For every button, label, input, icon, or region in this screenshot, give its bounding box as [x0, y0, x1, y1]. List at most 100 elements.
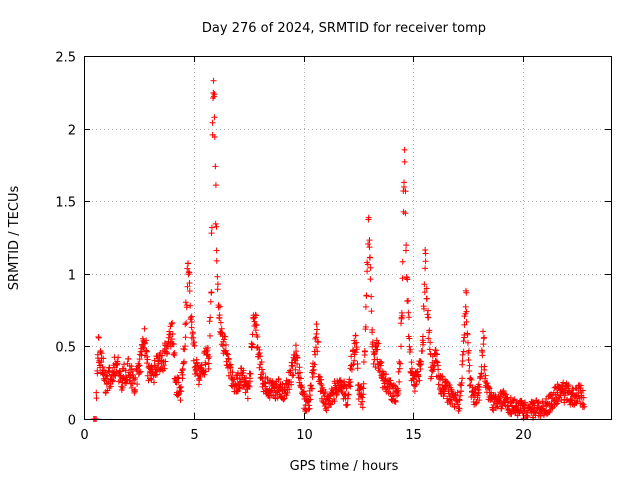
data-point	[475, 381, 482, 388]
data-point	[418, 360, 425, 367]
data-point	[371, 350, 378, 357]
data-point	[287, 367, 294, 374]
data-point	[216, 312, 223, 319]
data-point	[434, 359, 441, 366]
data-point	[289, 372, 296, 379]
data-point	[402, 210, 409, 217]
data-point	[558, 382, 565, 389]
data-point	[306, 405, 313, 412]
data-point	[290, 371, 297, 378]
data-point	[553, 401, 560, 408]
data-point	[435, 366, 442, 373]
data-point	[466, 367, 473, 374]
data-point	[235, 381, 242, 388]
y-tick-label: 0.5	[55, 341, 76, 356]
data-point	[225, 372, 232, 379]
data-point	[368, 293, 375, 300]
data-point	[534, 399, 541, 406]
data-point	[257, 353, 264, 360]
data-point	[205, 355, 212, 362]
data-point	[192, 366, 199, 373]
data-point	[360, 359, 367, 366]
x-tick-label: 0	[80, 428, 88, 443]
chart-title: Day 276 of 2024, SRMTID for receiver tom…	[202, 21, 486, 36]
data-point	[346, 382, 353, 389]
data-point	[128, 384, 135, 391]
data-point	[270, 381, 277, 388]
data-point	[420, 303, 427, 310]
data-point	[362, 323, 369, 330]
data-point	[144, 356, 151, 363]
data-point	[416, 377, 423, 384]
data-point	[128, 363, 135, 370]
y-tick-label: 2	[68, 124, 76, 139]
data-point	[259, 375, 266, 382]
data-point	[425, 314, 432, 321]
data-point	[481, 375, 488, 382]
data-point	[182, 343, 189, 350]
data-point	[186, 269, 193, 276]
data-point	[492, 392, 499, 399]
grid	[84, 56, 611, 419]
data-point	[375, 340, 382, 347]
data-point	[93, 389, 100, 396]
data-point	[532, 409, 539, 416]
data-point	[132, 386, 139, 393]
data-point	[136, 369, 143, 376]
data-point	[161, 365, 168, 372]
data-point	[165, 334, 172, 341]
data-point	[455, 401, 462, 408]
data-point	[366, 254, 373, 261]
data-point	[466, 362, 473, 369]
data-point	[106, 364, 113, 371]
data-point	[347, 365, 354, 372]
data-point	[159, 352, 166, 359]
data-point	[312, 351, 319, 358]
data-point	[244, 395, 251, 402]
data-point	[303, 393, 310, 400]
data-point	[205, 360, 212, 367]
data-point	[344, 401, 351, 408]
data-point	[459, 351, 466, 358]
data-point	[555, 398, 562, 405]
data-point	[325, 404, 332, 411]
data-point	[132, 374, 139, 381]
data-point	[422, 250, 429, 257]
data-point	[252, 321, 259, 328]
data-point	[446, 381, 453, 388]
data-point	[219, 329, 226, 336]
data-point	[107, 383, 114, 390]
data-point	[206, 332, 213, 339]
data-point	[177, 397, 184, 404]
data-point	[579, 400, 586, 407]
data-point	[222, 347, 229, 354]
data-point	[464, 330, 471, 337]
data-point	[197, 373, 204, 380]
data-point	[405, 297, 412, 304]
data-point	[419, 333, 426, 340]
data-point	[522, 399, 529, 406]
data-point	[457, 388, 464, 395]
data-point	[194, 359, 201, 366]
data-point	[129, 371, 136, 378]
data-point	[181, 346, 188, 353]
data-point	[396, 365, 403, 372]
data-point	[213, 247, 220, 254]
data-point	[367, 264, 374, 271]
data-point	[186, 288, 193, 295]
data-point	[201, 371, 208, 378]
data-point	[258, 366, 265, 373]
data-point	[419, 348, 426, 355]
data-point	[210, 89, 217, 96]
data-point	[213, 223, 220, 230]
data-point	[300, 391, 307, 398]
data-point	[288, 378, 295, 385]
data-point	[422, 258, 429, 265]
data-point	[322, 388, 329, 395]
data-point	[208, 230, 215, 237]
data-point	[434, 351, 441, 358]
data-point	[119, 384, 126, 391]
data-point	[254, 333, 261, 340]
data-point	[417, 358, 424, 365]
data-point	[362, 348, 369, 355]
